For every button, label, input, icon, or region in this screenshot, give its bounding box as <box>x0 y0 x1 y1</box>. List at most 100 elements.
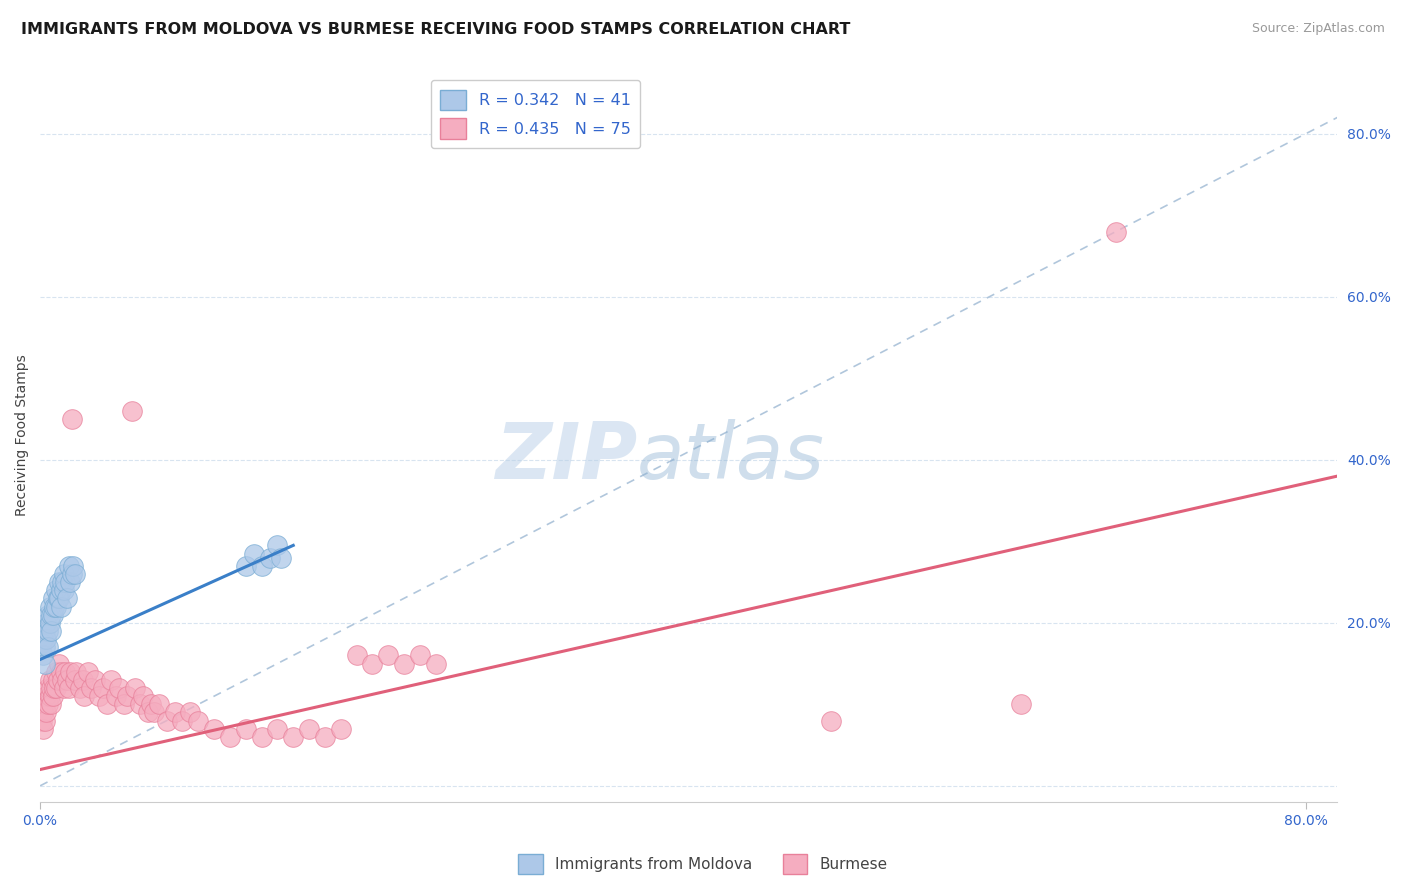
Point <box>34 714 56 728</box>
Point <box>49 583 72 598</box>
Point <box>63 673 86 687</box>
Point <box>56 591 79 606</box>
Point <box>59 665 82 679</box>
Point <box>35 632 58 646</box>
Point <box>38 689 60 703</box>
Point <box>65 665 87 679</box>
Point <box>314 730 336 744</box>
Point <box>35 706 58 720</box>
Point <box>250 730 273 744</box>
Point <box>219 730 242 744</box>
Point <box>38 673 60 687</box>
Point <box>96 698 118 712</box>
Point <box>121 404 143 418</box>
Point <box>32 706 55 720</box>
Point <box>38 599 60 614</box>
Point <box>266 722 288 736</box>
Point <box>73 689 96 703</box>
Point <box>266 538 288 552</box>
Point <box>34 640 56 655</box>
Point <box>132 689 155 703</box>
Point <box>48 657 70 671</box>
Point <box>409 648 432 663</box>
Point <box>63 566 86 581</box>
Point <box>55 665 77 679</box>
Point <box>35 615 58 630</box>
Point <box>136 706 159 720</box>
Point <box>49 599 72 614</box>
Point <box>820 714 842 728</box>
Point <box>298 722 321 736</box>
Point <box>59 575 82 590</box>
Point <box>45 583 67 598</box>
Point <box>84 673 107 687</box>
Point <box>124 681 146 695</box>
Point <box>346 648 368 663</box>
Point <box>42 673 65 687</box>
Point <box>42 607 65 622</box>
Point <box>34 624 56 638</box>
Point <box>45 681 67 695</box>
Point <box>38 615 60 630</box>
Point <box>52 681 75 695</box>
Point <box>58 558 80 573</box>
Point <box>37 681 59 695</box>
Point <box>37 624 59 638</box>
Point <box>34 657 56 671</box>
Point <box>250 558 273 573</box>
Point <box>32 648 55 663</box>
Point <box>51 673 73 687</box>
Point <box>44 599 66 614</box>
Point <box>425 657 447 671</box>
Point <box>242 547 264 561</box>
Point <box>93 681 115 695</box>
Point <box>37 640 59 655</box>
Point <box>105 689 128 703</box>
Point <box>108 681 131 695</box>
Text: Source: ZipAtlas.com: Source: ZipAtlas.com <box>1251 22 1385 36</box>
Point <box>76 665 98 679</box>
Point <box>62 558 84 573</box>
Point <box>270 550 292 565</box>
Text: atlas: atlas <box>637 419 825 495</box>
Point <box>163 706 186 720</box>
Point <box>259 550 281 565</box>
Point <box>52 566 75 581</box>
Point <box>32 632 55 646</box>
Point <box>39 624 62 638</box>
Point <box>39 681 62 695</box>
Point <box>45 599 67 614</box>
Point <box>60 412 83 426</box>
Point <box>148 698 170 712</box>
Text: IMMIGRANTS FROM MOLDOVA VS BURMESE RECEIVING FOOD STAMPS CORRELATION CHART: IMMIGRANTS FROM MOLDOVA VS BURMESE RECEI… <box>21 22 851 37</box>
Point <box>34 698 56 712</box>
Point <box>329 722 352 736</box>
Point <box>139 698 162 712</box>
Point <box>87 689 110 703</box>
Point <box>128 698 150 712</box>
Point <box>115 689 138 703</box>
Point <box>48 575 70 590</box>
Point <box>60 566 83 581</box>
Point <box>283 730 305 744</box>
Point <box>179 706 201 720</box>
Point <box>58 681 80 695</box>
Point <box>235 722 257 736</box>
Point <box>187 714 209 728</box>
Legend: Immigrants from Moldova, Burmese: Immigrants from Moldova, Burmese <box>512 848 894 880</box>
Point <box>1105 225 1128 239</box>
Point <box>37 607 59 622</box>
Point <box>72 673 94 687</box>
Point <box>32 722 55 736</box>
Point <box>56 673 79 687</box>
Point <box>48 591 70 606</box>
Point <box>42 689 65 703</box>
Point <box>31 636 53 650</box>
Point <box>35 689 58 703</box>
Point <box>202 722 225 736</box>
Point <box>45 665 67 679</box>
Y-axis label: Receiving Food Stamps: Receiving Food Stamps <box>15 354 30 516</box>
Point <box>361 657 384 671</box>
Point <box>156 714 179 728</box>
Point <box>143 706 166 720</box>
